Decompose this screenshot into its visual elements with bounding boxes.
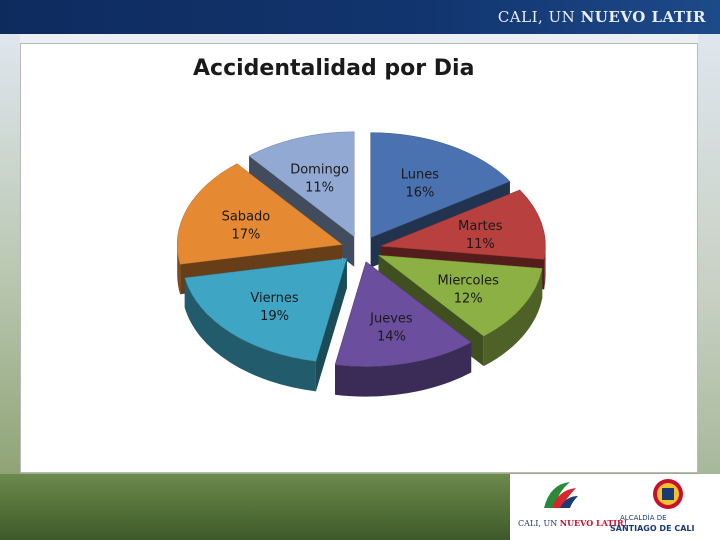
slice-value-miercoles: 12% xyxy=(454,292,483,307)
pie-slice-viernes xyxy=(184,257,348,362)
slice-side-sabado xyxy=(177,244,181,295)
slice-value-sabado: 17% xyxy=(231,228,260,243)
slice-value-martes: 11% xyxy=(466,237,495,252)
pie-chart: Lunes 16% Martes 11% Miercoles 12% Jueves 14% Vi… xyxy=(176,131,546,397)
slice-side-jueves xyxy=(335,342,472,397)
background-right-strip xyxy=(698,34,720,474)
pie-slice-lunes xyxy=(370,132,511,238)
brand-slogan: CALI, UN NUEVO LATIR xyxy=(497,8,706,26)
cali-logo-mark xyxy=(544,482,578,508)
slice-label-jueves: Jueves xyxy=(369,312,413,327)
chart-title: Accidentalidad por Dia xyxy=(193,56,475,81)
slice-label-lunes: Lunes xyxy=(401,168,439,183)
slice-side-miercoles xyxy=(483,268,543,367)
slice-value-domingo: 11% xyxy=(305,181,334,196)
footer-logos: CALI, UN NUEVO LATIR! ALCALDÍA DE SANTIA… xyxy=(510,474,720,540)
slice-label-martes: Martes xyxy=(458,219,503,234)
slice-value-lunes: 16% xyxy=(405,186,434,201)
slice-side-viernes xyxy=(184,277,316,392)
slice-value-jueves: 14% xyxy=(377,330,406,345)
pie-slice-domingo xyxy=(248,131,355,238)
slice-label-miercoles: Miercoles xyxy=(437,274,499,289)
slice-wall-viernes-0 xyxy=(315,258,347,392)
cali-logo-text: CALI, UN NUEVO LATIR! xyxy=(518,518,628,528)
top-banner: CALI, UN NUEVO LATIR xyxy=(0,0,720,34)
pie-slice-jueves xyxy=(334,261,472,367)
seal-line2: SANTIAGO DE CALI xyxy=(610,524,695,533)
slice-label-domingo: Domingo xyxy=(290,163,349,178)
pie-slice-miercoles xyxy=(377,254,543,337)
alcaldia-seal xyxy=(653,479,683,509)
pie-slice-sabado xyxy=(176,163,343,265)
slice-label-sabado: Sabado xyxy=(222,210,271,225)
chart-panel: Accidentalidad por Dia Lunes 16% Martes 11%… xyxy=(20,43,698,473)
pie-slice-martes xyxy=(380,189,546,260)
slice-label-viernes: Viernes xyxy=(250,291,299,306)
slice-value-viernes: 19% xyxy=(260,309,289,324)
seal-line1: ALCALDÍA DE xyxy=(620,514,667,522)
background-left-strip xyxy=(0,34,20,474)
slice-side-martes xyxy=(544,246,546,290)
